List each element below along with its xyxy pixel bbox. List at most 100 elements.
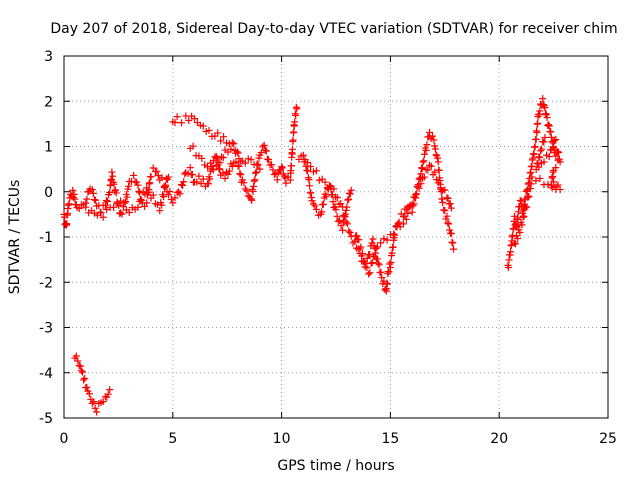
data-point [339,203,347,211]
data-point [241,159,249,167]
data-point [161,184,169,192]
data-point [251,169,259,177]
data-point [76,362,84,370]
data-point [167,195,175,203]
data-point [227,145,235,153]
data-point [257,149,265,157]
data-point [156,207,164,215]
data-point [336,216,344,224]
data-point [363,254,371,262]
data-point [383,236,391,244]
data-point [237,171,245,179]
data-point [189,142,197,150]
data-point [554,148,562,156]
data-point [287,162,295,170]
y-tick-label: 1 [44,140,53,156]
data-point [345,195,353,203]
data-point [534,160,542,168]
data-point [252,168,260,176]
data-point [247,156,255,164]
data-point [443,194,451,202]
data-point [554,156,562,164]
data-point [347,232,355,240]
data-point [104,390,112,398]
data-point [322,192,330,200]
data-point [71,195,79,203]
data-point [261,146,269,154]
data-point [439,198,447,206]
data-point [535,111,543,119]
data-point [448,238,456,246]
data-point [422,146,430,154]
data-point [536,107,544,115]
data-point [91,404,99,412]
data-point [373,243,381,251]
data-point [233,148,241,156]
data-point [521,205,529,213]
data-point [366,269,374,277]
data-point [377,268,385,276]
data-point [312,167,320,175]
data-point [519,213,527,221]
data-point [204,163,212,171]
data-point [278,164,286,172]
data-point [160,193,168,201]
data-point [166,187,174,195]
data-point [304,167,312,175]
data-point [238,176,246,184]
data-point [305,176,313,184]
plot-frame [63,55,609,419]
data-point [176,190,184,198]
data-point [70,190,78,198]
data-point [347,186,355,194]
data-point [408,200,416,208]
data-point [420,157,428,165]
data-point [340,211,348,219]
data-point [534,120,542,128]
data-point [372,245,380,253]
data-point [361,263,369,271]
data-point [250,182,258,190]
data-point [101,201,109,209]
y-tick-label: 0 [44,185,53,201]
data-point [299,151,307,159]
data-point [533,129,541,137]
data-point [235,162,243,170]
data-point [273,176,281,184]
data-point [110,203,118,211]
data-point [134,181,142,189]
data-point [387,258,395,266]
data-point [93,408,101,416]
data-point [541,133,549,141]
y-tick-label: 2 [44,94,53,110]
data-point [220,133,228,141]
data-point [221,174,229,182]
data-point [369,235,377,243]
data-point [219,169,227,177]
data-point [188,170,196,178]
data-point [512,240,520,248]
data-point [426,161,434,169]
data-point [510,212,518,220]
data-point [134,203,142,211]
data-point [295,155,303,163]
data-point [89,189,97,197]
data-point [389,243,397,251]
data-point [169,199,177,207]
data-point [118,210,126,218]
data-point [539,95,547,103]
data-point [288,145,296,153]
data-point [547,133,555,141]
data-point [117,209,125,217]
data-point [402,215,410,223]
data-point [185,117,193,125]
data-point [513,232,521,240]
data-point [531,143,539,151]
data-point [447,204,455,212]
data-point [178,119,186,127]
data-point [141,190,149,198]
data-point [311,202,319,210]
data-point [99,397,107,405]
data-point [444,194,452,202]
data-point [526,185,534,193]
